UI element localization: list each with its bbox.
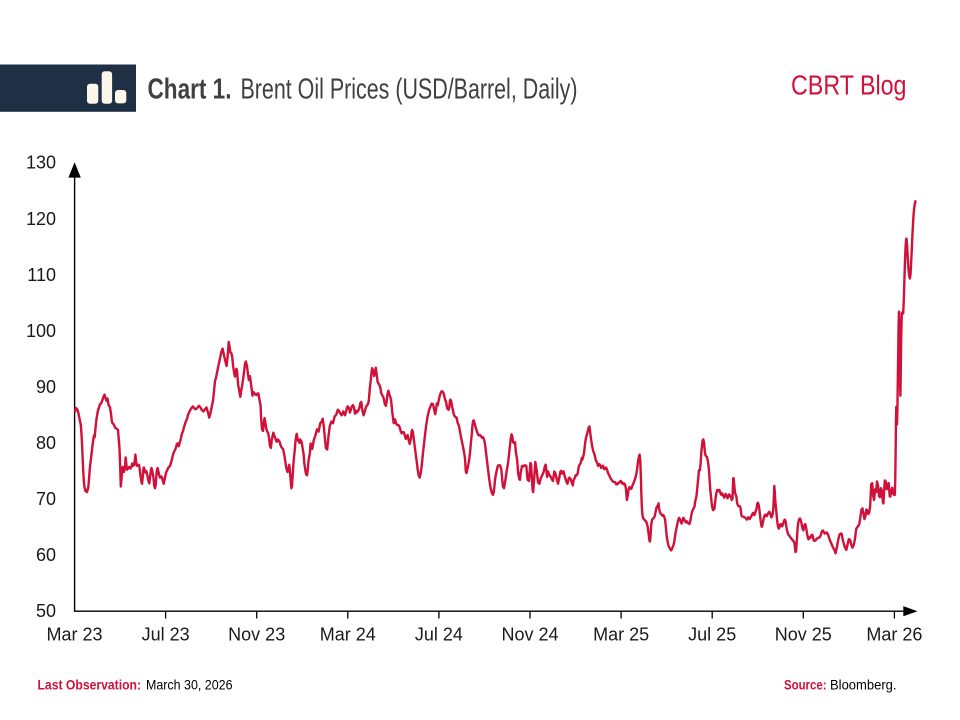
svg-text:CBRT Blog: CBRT Blog bbox=[791, 69, 907, 100]
svg-text:Chart 1.: Chart 1. bbox=[148, 74, 232, 106]
svg-text:90: 90 bbox=[36, 377, 56, 397]
svg-text:Jul 23: Jul 23 bbox=[142, 625, 190, 645]
svg-text:Mar 26: Mar 26 bbox=[866, 625, 922, 645]
svg-text:Mar 23: Mar 23 bbox=[46, 625, 102, 645]
svg-text:110: 110 bbox=[27, 265, 56, 285]
svg-text:Nov 24: Nov 24 bbox=[501, 625, 558, 645]
svg-text:120: 120 bbox=[26, 209, 56, 229]
svg-text:Nov 25: Nov 25 bbox=[775, 625, 832, 645]
svg-text:Mar 25: Mar 25 bbox=[593, 625, 649, 645]
svg-text:Nov 23: Nov 23 bbox=[228, 625, 285, 645]
svg-text:March 30, 2026: March 30, 2026 bbox=[146, 676, 233, 692]
svg-text:Bloomberg.: Bloomberg. bbox=[830, 676, 897, 692]
svg-text:Brent Oil Prices (USD/Barrel,: Brent Oil Prices (USD/Barrel, Daily) bbox=[241, 74, 578, 106]
svg-text:Jul 25: Jul 25 bbox=[688, 625, 736, 645]
svg-text:Last Observation:: Last Observation: bbox=[38, 676, 142, 692]
svg-text:70: 70 bbox=[36, 489, 56, 509]
svg-text:100: 100 bbox=[26, 321, 56, 341]
svg-text:50: 50 bbox=[36, 601, 56, 621]
svg-text:130: 130 bbox=[26, 153, 56, 173]
svg-text:Source:: Source: bbox=[784, 676, 827, 692]
svg-text:80: 80 bbox=[36, 433, 56, 453]
svg-text:Jul 24: Jul 24 bbox=[415, 625, 463, 645]
svg-text:60: 60 bbox=[36, 545, 56, 565]
svg-text:Mar 24: Mar 24 bbox=[320, 625, 376, 645]
